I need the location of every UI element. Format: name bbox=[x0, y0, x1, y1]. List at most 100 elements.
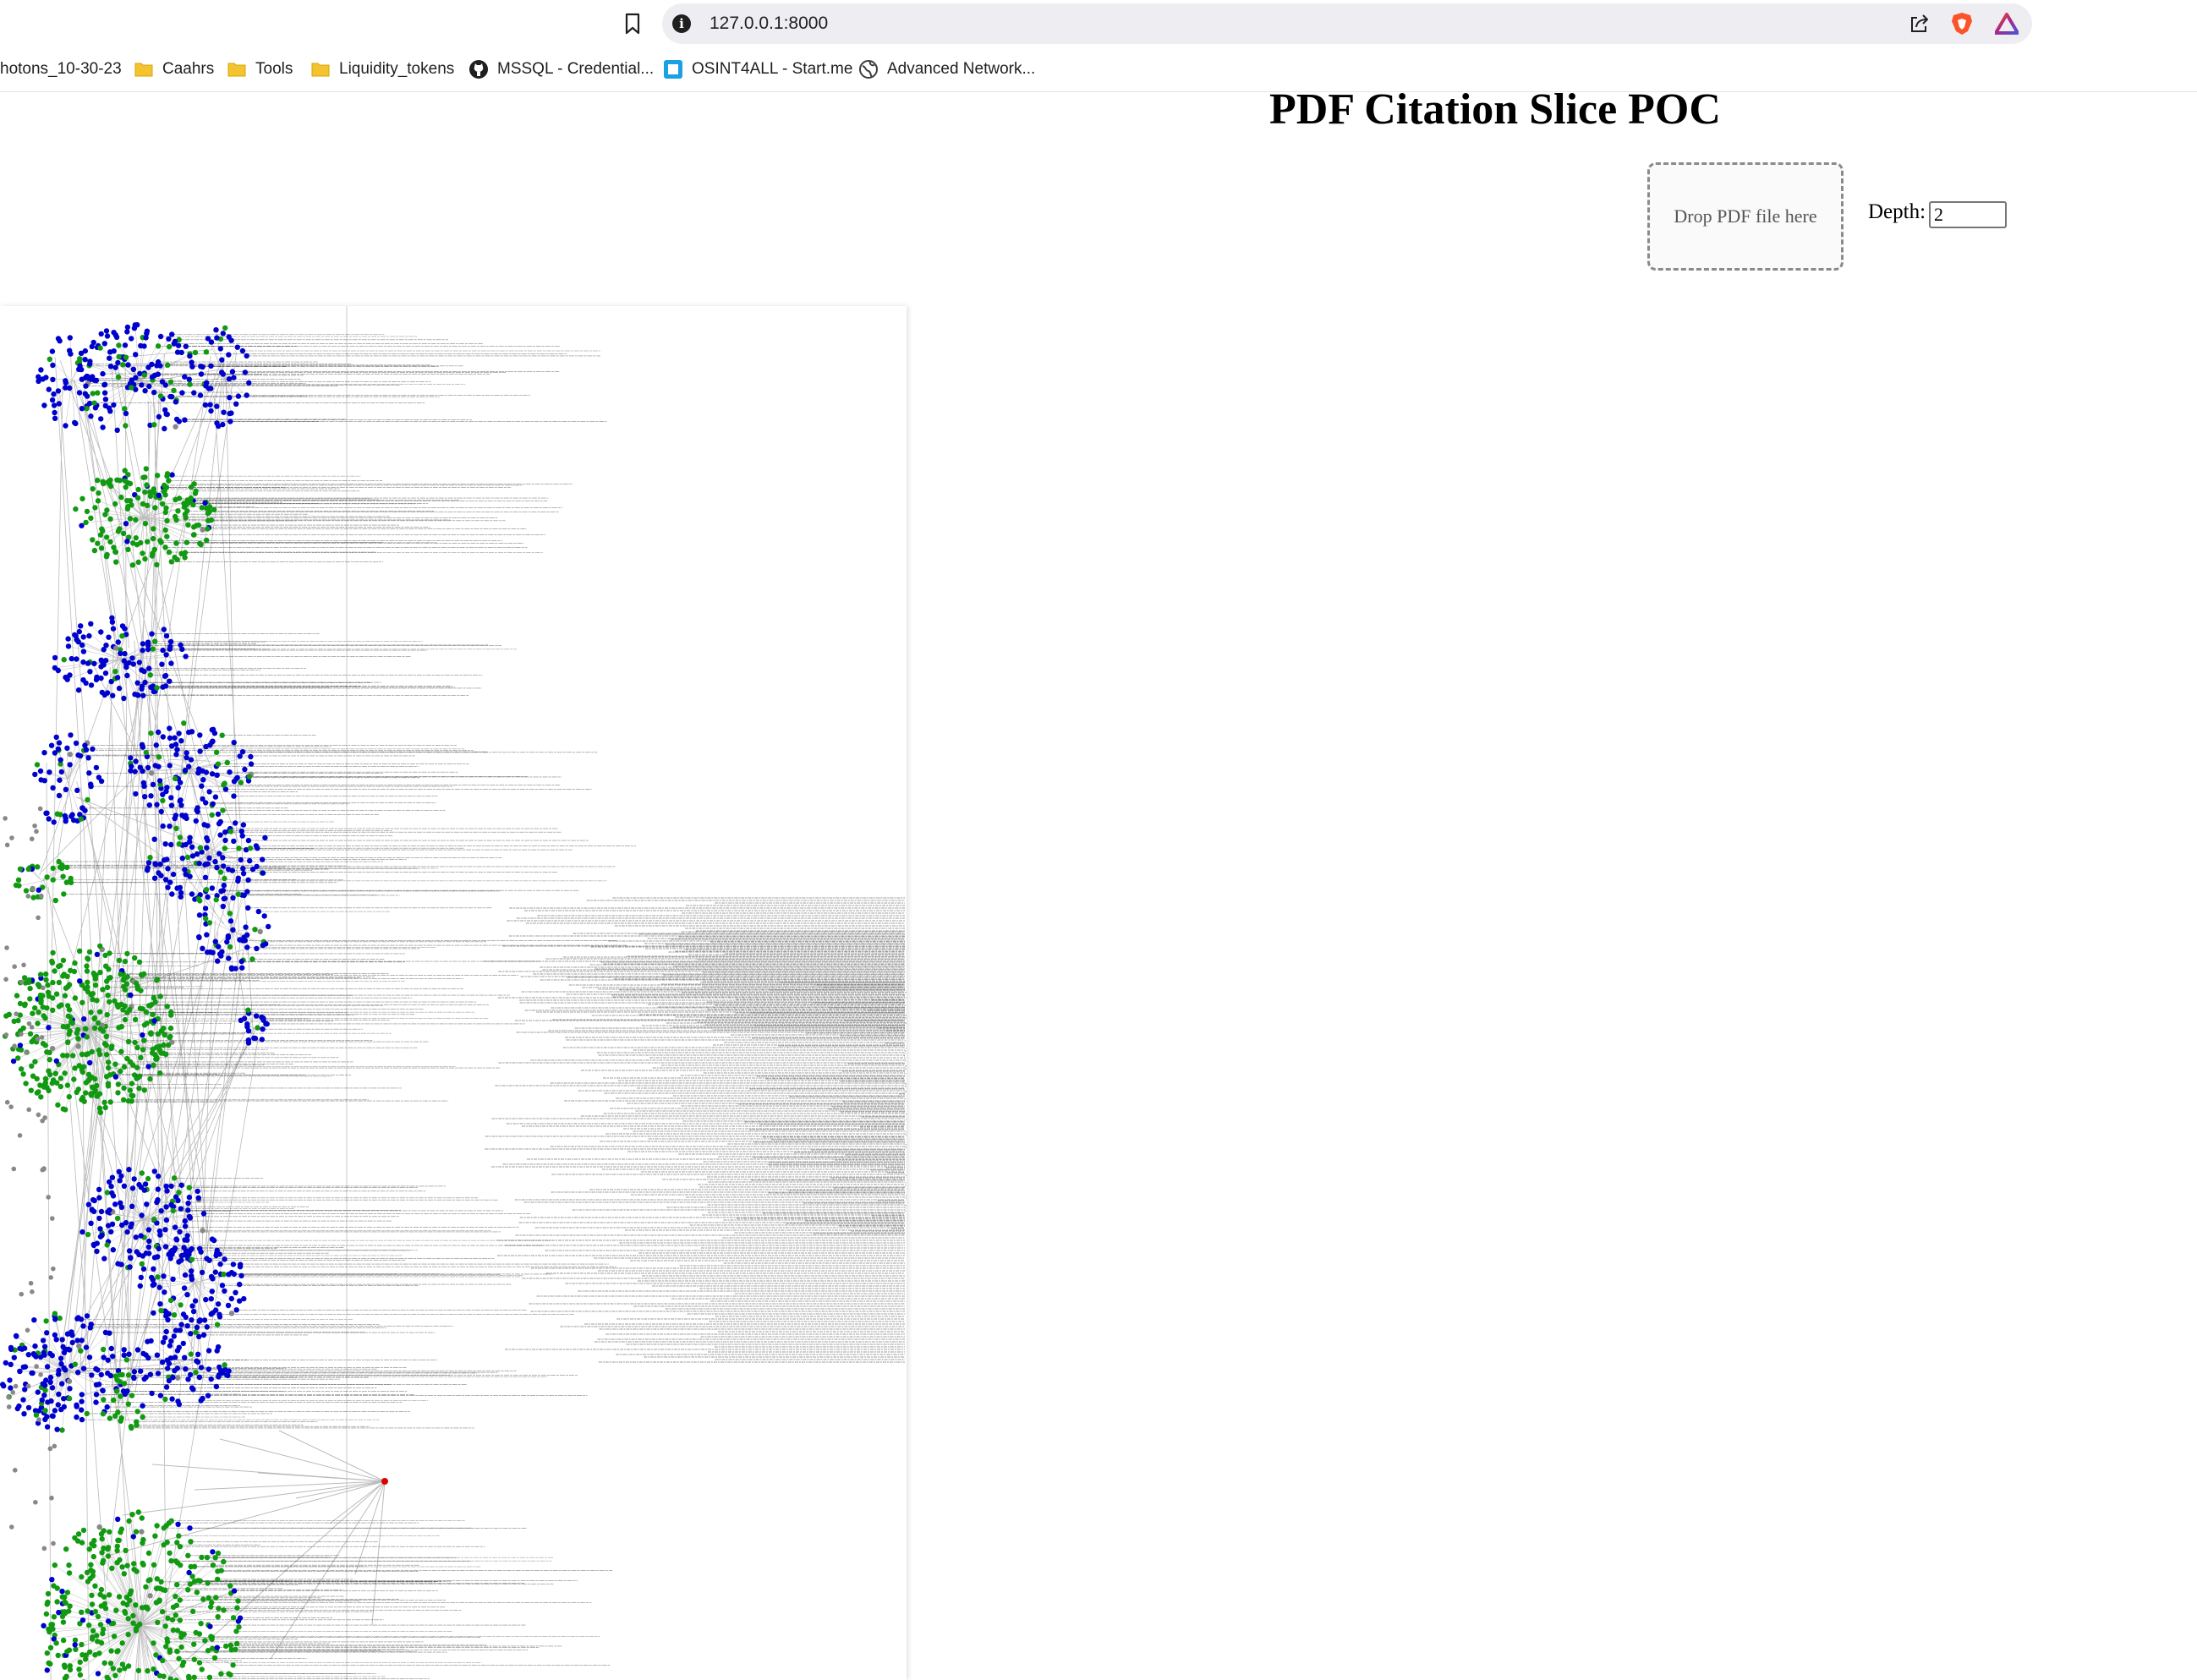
graph-node bbox=[244, 889, 250, 895]
graph-node bbox=[107, 1179, 112, 1185]
graph-node bbox=[248, 761, 255, 767]
graph-node bbox=[176, 495, 183, 501]
graph-node bbox=[204, 835, 210, 841]
graph-node bbox=[107, 516, 113, 522]
graph-node bbox=[49, 1495, 54, 1501]
pdf-drop-zone[interactable]: Drop PDF file here bbox=[1647, 162, 1844, 271]
graph-edge bbox=[79, 813, 90, 1680]
graph-node bbox=[90, 996, 96, 1003]
graph-node bbox=[41, 1546, 47, 1551]
graph-edge bbox=[206, 840, 226, 856]
graph-node bbox=[10, 1058, 17, 1064]
graph-node bbox=[78, 1348, 84, 1354]
graph-nodes[interactable] bbox=[0, 322, 388, 1680]
graph-node bbox=[80, 1064, 87, 1070]
bookmark-item[interactable]: OSINT4ALL - Start.me bbox=[663, 47, 852, 91]
graph-node bbox=[93, 764, 100, 771]
bookmark-item[interactable]: Advanced Network... bbox=[858, 47, 1035, 91]
graph-node bbox=[51, 402, 58, 408]
graph-edge bbox=[139, 1624, 205, 1641]
bookmark-folder[interactable]: Liquidity_tokens bbox=[310, 47, 454, 91]
brave-shields-icon[interactable] bbox=[1949, 11, 1975, 36]
graph-node bbox=[85, 1231, 91, 1238]
graph-node bbox=[85, 979, 90, 985]
graph-node bbox=[74, 1338, 80, 1343]
graph-node bbox=[105, 1545, 112, 1551]
graph-edge bbox=[231, 931, 233, 970]
graph-node bbox=[78, 623, 84, 629]
url-text[interactable]: 127.0.0.1:8000 bbox=[710, 14, 829, 33]
graph-node bbox=[152, 763, 158, 769]
bookmark-item[interactable]: MSSQL - Credential... bbox=[468, 47, 654, 91]
graph-node bbox=[166, 336, 172, 342]
graph-edge bbox=[53, 380, 73, 406]
graph-edge bbox=[88, 1028, 106, 1108]
graph-edge bbox=[101, 1624, 140, 1680]
graph-node bbox=[96, 1195, 102, 1201]
share-icon[interactable] bbox=[1909, 13, 1931, 35]
graph-node bbox=[92, 1652, 98, 1658]
graph-node bbox=[237, 753, 243, 759]
graph-node bbox=[47, 1644, 54, 1651]
citation-graph-canvas[interactable] bbox=[0, 306, 907, 1680]
graph-node bbox=[25, 894, 31, 899]
graph-node bbox=[3, 1360, 8, 1366]
graph-node bbox=[139, 1212, 145, 1218]
graph-edge bbox=[139, 1624, 189, 1677]
graph-node bbox=[118, 1200, 123, 1207]
graph-node bbox=[85, 755, 91, 761]
graph-node bbox=[14, 1011, 19, 1016]
graph-node bbox=[221, 895, 227, 902]
graph-node bbox=[163, 1183, 169, 1190]
graph-node bbox=[15, 1055, 21, 1061]
bookmark-folder[interactable]: Tools bbox=[227, 47, 293, 91]
graph-node bbox=[239, 833, 245, 839]
graph-node bbox=[151, 526, 156, 532]
graph-node bbox=[157, 1070, 163, 1076]
graph-node bbox=[102, 402, 108, 409]
graph-node bbox=[103, 1042, 109, 1048]
graph-node bbox=[199, 849, 205, 855]
graph-edge bbox=[105, 659, 122, 674]
site-info-icon[interactable]: i bbox=[672, 14, 691, 33]
graph-node bbox=[231, 838, 237, 845]
graph-node bbox=[200, 527, 205, 533]
graph-node bbox=[211, 1655, 218, 1661]
bookmark-icon[interactable] bbox=[621, 12, 644, 36]
graph-node bbox=[14, 1333, 19, 1339]
bookmark-item[interactable]: hotons_10-30-23 bbox=[0, 47, 122, 91]
address-bar[interactable]: i 127.0.0.1:8000 bbox=[662, 3, 2032, 44]
graph-edge bbox=[38, 1011, 90, 1030]
graph-node bbox=[43, 977, 49, 983]
bookmark-folder[interactable]: Caahrs bbox=[134, 47, 214, 91]
graph-node bbox=[70, 1053, 76, 1059]
graph-node bbox=[41, 1349, 47, 1356]
graph-node bbox=[185, 1201, 191, 1207]
graph-node bbox=[189, 1317, 194, 1323]
graph-edge bbox=[139, 1531, 142, 1626]
graph-edge bbox=[68, 1010, 90, 1030]
graph-node bbox=[162, 509, 168, 516]
graph-node bbox=[75, 1043, 81, 1049]
graph-node bbox=[125, 1632, 131, 1638]
depth-input[interactable] bbox=[1929, 201, 2007, 228]
graph-edge bbox=[74, 1047, 195, 1354]
graph-edge bbox=[82, 1002, 90, 1030]
graph-node bbox=[240, 822, 247, 828]
graph-node bbox=[178, 797, 184, 803]
graph-node bbox=[95, 390, 101, 396]
graph-edge bbox=[76, 639, 122, 660]
graph-node bbox=[230, 1615, 237, 1621]
graph-node bbox=[120, 1097, 127, 1103]
graph-node bbox=[107, 950, 112, 956]
graph-node bbox=[262, 835, 268, 840]
graph-node bbox=[76, 358, 83, 365]
graph-node bbox=[121, 1352, 127, 1359]
graph-edge bbox=[67, 749, 87, 780]
graph-node bbox=[231, 1588, 238, 1594]
github-icon bbox=[469, 60, 488, 79]
graph-node bbox=[146, 802, 152, 808]
graph-node bbox=[88, 783, 94, 790]
citation-graph[interactable] bbox=[0, 306, 907, 1680]
brave-rewards-icon[interactable] bbox=[1995, 13, 2019, 35]
